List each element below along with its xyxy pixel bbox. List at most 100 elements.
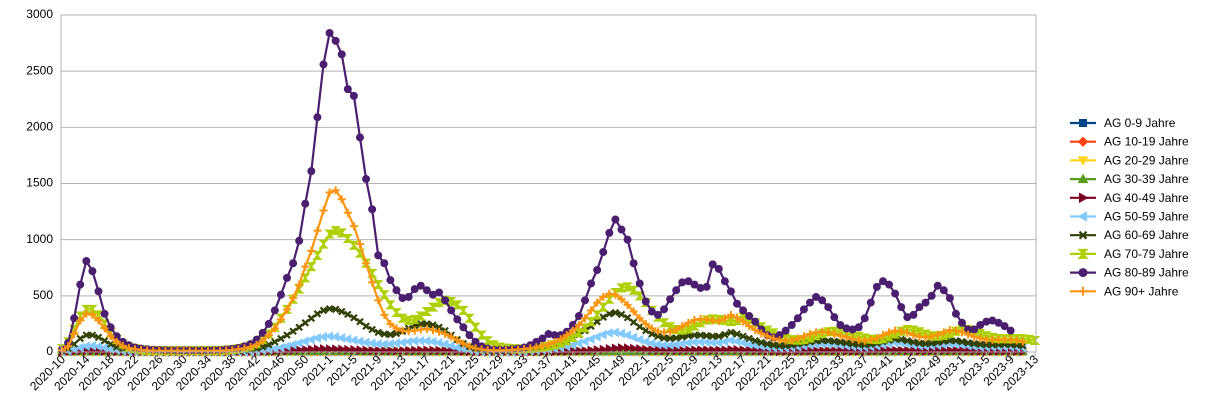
data-point bbox=[1018, 337, 1027, 346]
data-point bbox=[289, 294, 298, 303]
data-point bbox=[118, 341, 127, 350]
legend-label: AG 80-89 Jahre bbox=[1104, 266, 1189, 280]
data-point bbox=[672, 325, 681, 334]
data-point bbox=[307, 246, 316, 255]
data-point bbox=[976, 321, 985, 330]
data-point bbox=[434, 337, 443, 348]
data-point bbox=[860, 314, 869, 323]
data-point bbox=[1000, 322, 1009, 331]
legend-marker bbox=[1077, 211, 1087, 222]
data-point bbox=[281, 341, 291, 352]
data-point bbox=[933, 330, 942, 339]
legend-marker bbox=[1079, 119, 1087, 127]
data-point bbox=[70, 314, 79, 323]
data-point bbox=[106, 332, 115, 341]
data-point bbox=[337, 307, 346, 316]
data-point bbox=[538, 334, 547, 343]
data-point bbox=[422, 286, 431, 295]
data-point bbox=[283, 331, 291, 339]
data-point bbox=[471, 337, 480, 346]
data-point bbox=[927, 339, 936, 348]
data-point bbox=[854, 340, 863, 349]
series-group bbox=[56, 28, 1041, 358]
data-point bbox=[271, 338, 279, 346]
data-point bbox=[264, 331, 273, 340]
data-point bbox=[447, 306, 456, 315]
data-point bbox=[787, 321, 796, 330]
data-point bbox=[440, 339, 449, 349]
data-point bbox=[240, 344, 249, 353]
data-point bbox=[725, 335, 735, 346]
data-point bbox=[720, 314, 729, 323]
data-point bbox=[617, 310, 626, 319]
data-point bbox=[88, 310, 97, 319]
legend-label: AG 90+ Jahre bbox=[1104, 284, 1179, 298]
data-point bbox=[976, 334, 985, 343]
data-point bbox=[629, 259, 638, 268]
data-point bbox=[733, 313, 742, 322]
legend: AG 0-9 Jahre AG 10-19 Jahre AG 20-29 Jahre… bbox=[1070, 116, 1189, 298]
data-point bbox=[94, 316, 103, 325]
data-point bbox=[313, 113, 322, 122]
data-point bbox=[690, 315, 699, 324]
data-point bbox=[415, 311, 427, 321]
data-point bbox=[82, 257, 91, 266]
data-point bbox=[653, 327, 662, 336]
data-point bbox=[903, 345, 913, 356]
legend-marker bbox=[1079, 192, 1089, 204]
data-point bbox=[879, 345, 888, 356]
data-point bbox=[781, 326, 790, 335]
data-point bbox=[641, 319, 650, 328]
data-point bbox=[538, 341, 547, 350]
data-point bbox=[994, 318, 1003, 327]
data-point bbox=[836, 321, 845, 330]
data-point bbox=[830, 345, 840, 356]
data-point bbox=[666, 295, 675, 304]
data-point bbox=[617, 295, 626, 304]
data-point bbox=[605, 289, 614, 298]
data-point bbox=[684, 277, 693, 286]
data-point bbox=[885, 280, 894, 289]
data-point bbox=[946, 336, 954, 345]
data-point bbox=[927, 291, 936, 300]
data-point bbox=[830, 330, 839, 339]
y-tick-label: 3000 bbox=[26, 7, 53, 21]
data-point bbox=[416, 281, 425, 290]
data-point bbox=[471, 344, 480, 353]
data-point bbox=[757, 329, 766, 338]
data-point bbox=[106, 323, 115, 332]
data-point bbox=[593, 317, 601, 326]
data-point bbox=[368, 278, 377, 287]
data-point bbox=[459, 339, 468, 348]
data-point bbox=[909, 331, 918, 340]
legend-label: AG 20-29 Jahre bbox=[1104, 153, 1189, 167]
data-point bbox=[970, 325, 979, 334]
data-point bbox=[598, 329, 607, 340]
data-point bbox=[903, 336, 912, 345]
data-point bbox=[112, 343, 121, 351]
data-point bbox=[897, 327, 906, 336]
data-point bbox=[628, 332, 638, 343]
data-point bbox=[745, 334, 753, 343]
data-point bbox=[392, 324, 401, 333]
data-point bbox=[635, 279, 644, 288]
data-point bbox=[623, 313, 632, 322]
data-point bbox=[435, 323, 443, 332]
data-point bbox=[331, 186, 340, 195]
data-point bbox=[799, 305, 808, 314]
data-point bbox=[300, 336, 309, 347]
data-point bbox=[757, 338, 766, 347]
data-point bbox=[331, 36, 340, 45]
data-point bbox=[733, 330, 741, 338]
data-point bbox=[82, 331, 91, 339]
data-point bbox=[301, 262, 310, 271]
data-point bbox=[574, 321, 583, 330]
data-point bbox=[629, 307, 638, 316]
data-point bbox=[921, 298, 930, 307]
data-point bbox=[392, 329, 401, 338]
data-point bbox=[751, 336, 760, 345]
data-point bbox=[970, 339, 978, 348]
data-point bbox=[629, 318, 638, 327]
data-point bbox=[885, 328, 894, 337]
data-point bbox=[70, 330, 79, 339]
